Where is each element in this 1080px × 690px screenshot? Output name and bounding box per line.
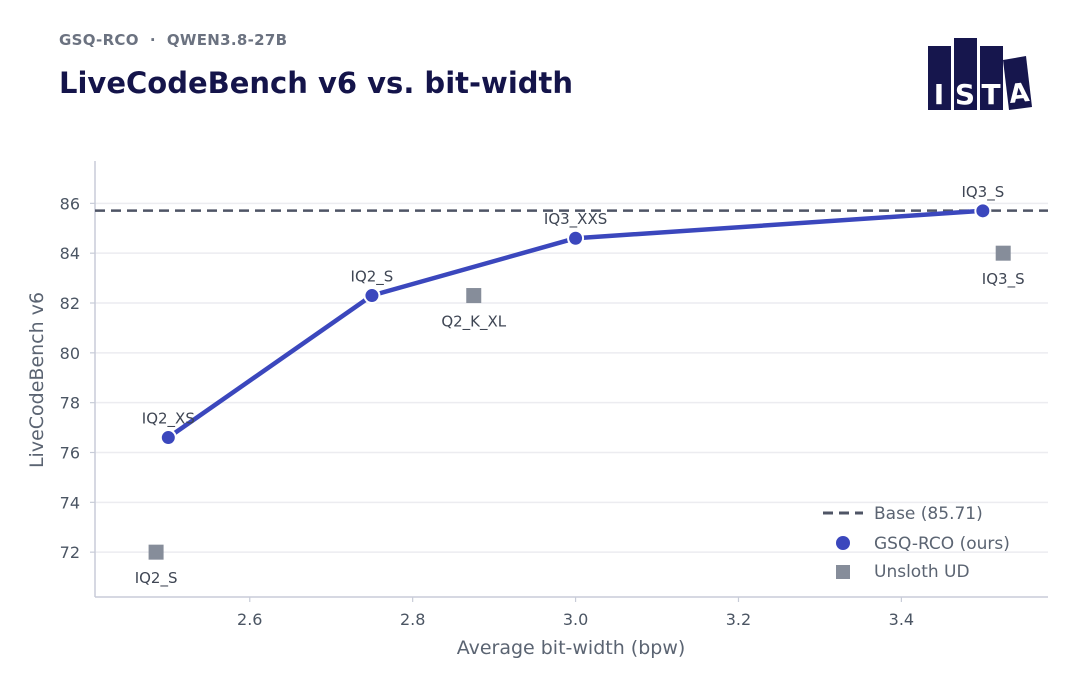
svg-text:I: I bbox=[934, 78, 944, 111]
legend-base-label: Base (85.71) bbox=[874, 504, 983, 524]
y-tick-label: 84 bbox=[60, 244, 80, 263]
gsq-point bbox=[974, 202, 992, 220]
chart-subtitle: GSQ-RCO · QWEN3.8-27B bbox=[59, 31, 288, 49]
x-tick-label: 3.2 bbox=[726, 610, 751, 629]
gsq-point-label: IQ2_XS bbox=[142, 410, 195, 429]
legend: Base (85.71) GSQ-RCO (ours) Unsloth UD bbox=[823, 504, 1010, 582]
svg-text:S: S bbox=[955, 78, 975, 111]
x-tick-label: 2.8 bbox=[400, 610, 425, 629]
svg-text:A: A bbox=[1008, 78, 1031, 110]
ista-logo: I S T A bbox=[928, 38, 1032, 111]
svg-text:T: T bbox=[981, 78, 1000, 111]
y-tick-label: 80 bbox=[60, 344, 80, 363]
x-tick-label: 2.6 bbox=[237, 610, 262, 629]
gsq-point bbox=[159, 429, 177, 447]
unsloth-point bbox=[995, 245, 1011, 261]
legend-gsq-label: GSQ-RCO (ours) bbox=[874, 534, 1010, 554]
gsq-series-line bbox=[167, 208, 983, 440]
x-axis-label: Average bit-width (bpw) bbox=[457, 637, 686, 659]
x-tick-label: 3.0 bbox=[563, 610, 588, 629]
y-tick-label: 86 bbox=[60, 194, 80, 213]
unsloth-point bbox=[466, 288, 482, 304]
y-tick-label: 76 bbox=[60, 443, 80, 462]
gsq-point-label: IQ2_S bbox=[351, 268, 394, 287]
legend-gsq-swatch bbox=[836, 536, 850, 550]
y-tick-label: 74 bbox=[60, 493, 80, 512]
gsq-point-label: IQ3_XXS bbox=[544, 210, 607, 229]
gsq-point-label: IQ3_S bbox=[961, 183, 1004, 202]
unsloth-point bbox=[148, 544, 164, 560]
y-axis-label: LiveCodeBench v6 bbox=[26, 292, 48, 468]
x-tick-label: 3.4 bbox=[889, 610, 914, 629]
chart-title: LiveCodeBench v6 vs. bit-width bbox=[59, 66, 574, 100]
unsloth-point-label: IQ3_S bbox=[982, 270, 1025, 289]
y-tick-label: 78 bbox=[60, 394, 80, 413]
gsq-point bbox=[363, 287, 381, 305]
y-tick-label: 82 bbox=[60, 294, 80, 313]
y-tick-label: 72 bbox=[60, 543, 80, 562]
unsloth-point-label: IQ2_S bbox=[135, 569, 178, 588]
gsq-point bbox=[567, 229, 585, 247]
legend-unsloth-swatch bbox=[836, 565, 850, 579]
unsloth-point-label: Q2_K_XL bbox=[441, 313, 506, 332]
legend-unsloth-label: Unsloth UD bbox=[874, 562, 970, 582]
